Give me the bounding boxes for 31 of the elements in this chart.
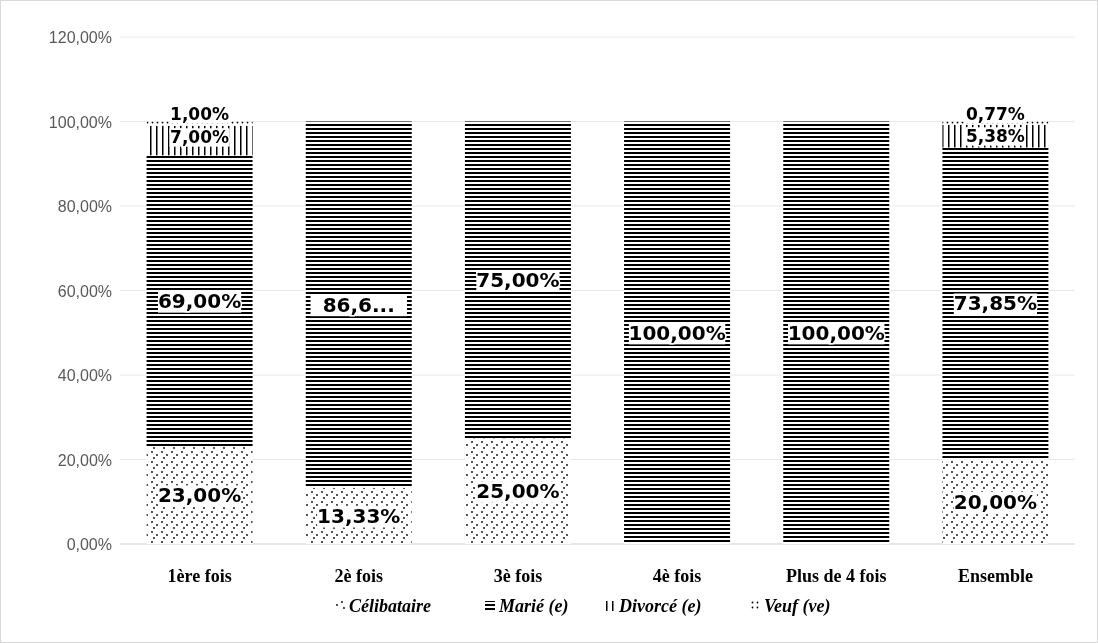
x-tick-label: 4è fois xyxy=(652,566,702,586)
data-label: 23,00% xyxy=(157,483,242,508)
data-label: 100,00% xyxy=(628,320,726,345)
legend-label: Célibataire xyxy=(349,596,431,616)
y-tick-label: 120,00% xyxy=(48,29,112,46)
y-tick-label: 60,00% xyxy=(57,282,112,300)
y-tick-label: 100,00% xyxy=(48,113,112,131)
data-label: 75,00% xyxy=(476,267,560,292)
x-tick-label: Ensemble xyxy=(957,566,1033,586)
data-label: 13,33% xyxy=(317,503,401,528)
data-label: 7,00% xyxy=(170,126,230,147)
y-tick-label: 0,00% xyxy=(66,536,112,553)
data-label: 20,00% xyxy=(953,489,1038,514)
y-tick-label: 20,00% xyxy=(57,451,112,469)
legend-label: Veuf (ve) xyxy=(764,596,831,617)
data-label: 73,85% xyxy=(953,291,1038,316)
data-label: 69,00% xyxy=(157,289,242,314)
data-label: 100,00% xyxy=(787,320,885,345)
legend-label: Divorcé (e) xyxy=(618,596,702,617)
data-label: 25,00% xyxy=(476,479,560,504)
x-tick-label: 1ère fois xyxy=(167,566,232,586)
y-tick-label: 80,00% xyxy=(57,198,112,215)
data-label: 86,6... xyxy=(322,292,395,317)
x-tick-label: 3è fois xyxy=(493,566,543,586)
x-tick-label: 2è fois xyxy=(334,566,383,586)
data-label: 1,00% xyxy=(170,103,230,124)
data-label: 0,77% xyxy=(965,103,1025,124)
y-tick-label: 40,00% xyxy=(57,367,112,384)
data-label: 5,38% xyxy=(965,125,1025,146)
legend-label: Marié (e) xyxy=(498,596,569,617)
x-tick-label: Plus de 4 fois xyxy=(785,566,887,586)
